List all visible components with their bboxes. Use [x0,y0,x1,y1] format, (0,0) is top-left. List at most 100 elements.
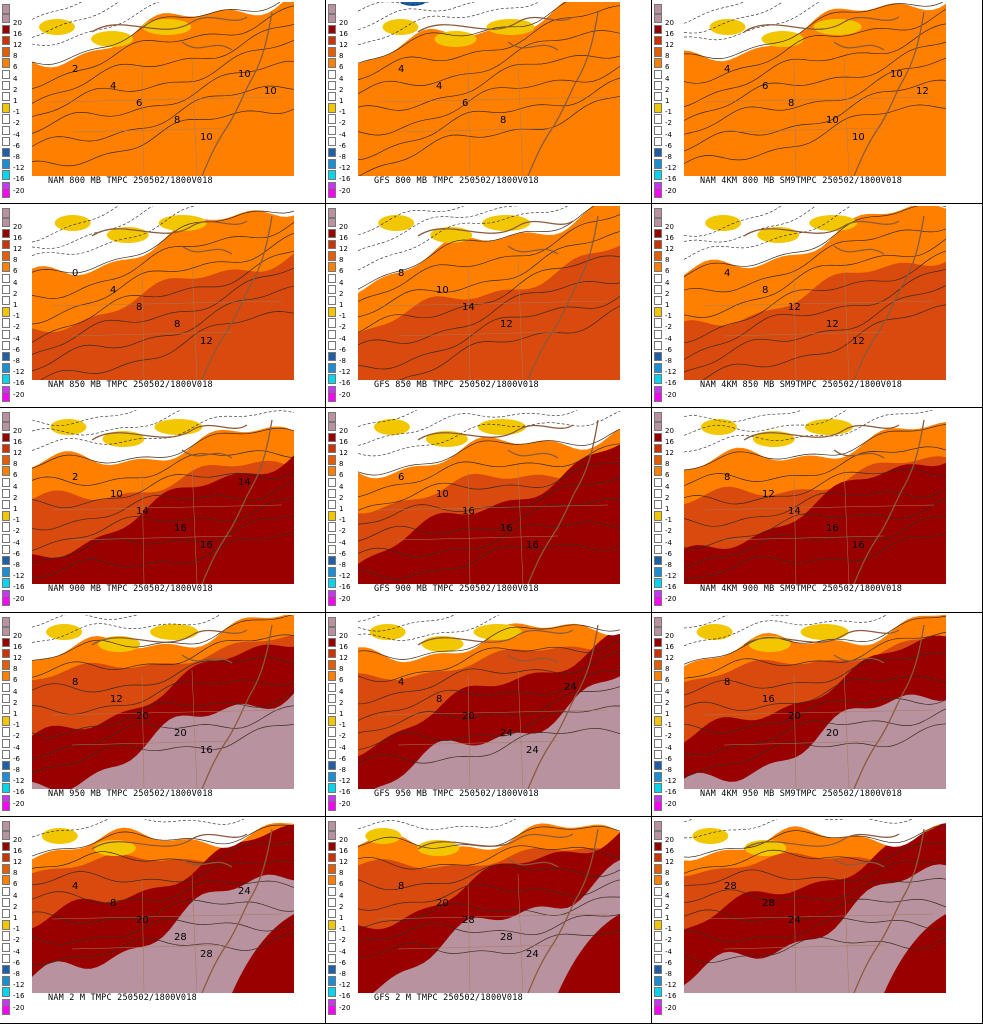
forecast-panel-8[interactable]: 20 16 12 8 6 4 2 1 -1 -2 -4 -6 -8 -12 -16 -20 6 10 16 16 16… [326,408,652,613]
state-borders [51,56,283,176]
forecast-panel-15[interactable]: 20 16 12 8 6 4 2 1 -1 -2 -4 -6 -8 -12 -16 -20 28 28 24 [652,817,983,1024]
temperature-map[interactable]: 6 10 16 16 16 [358,410,620,584]
temperature-map[interactable]: 8 10 14 12 [358,206,620,380]
forecast-panel-4[interactable]: 20 16 12 8 6 4 2 1 -1 -2 -4 -6 -8 -12 -16 -20 0 4 8 8 12 NA… [0,204,326,408]
temperature-band-yellow [382,19,419,35]
forecast-panel-6[interactable]: 20 16 12 8 6 4 2 1 -1 -2 -4 -6 -8 -12 -16 -20 4 8 12 12 12 … [652,204,983,408]
legend-swatch [654,555,662,566]
legend-swatch [2,455,10,465]
legend-swatch [2,295,10,306]
isotherm-line [684,2,944,59]
legend-swatch [2,648,10,659]
legend-swatch [328,908,336,919]
temperature-band-yellow [804,419,853,435]
legend-tick-label: -2 [13,119,20,128]
legend-swatch [654,544,662,555]
legend-tick-label: 1 [339,96,344,105]
isotherm-line [684,8,946,84]
legend-tick-label: -16 [339,992,351,1001]
forecast-panel-9[interactable]: 20 16 12 8 6 4 2 1 -1 -2 -4 -6 -8 -12 -16 -20 8 12 14 16 16… [652,408,983,613]
panel-caption: GFS 2 M TMPC 250502/1800V018 [374,993,523,1003]
isotherm-line [684,898,946,922]
legend-swatch [2,821,10,831]
legend-tick-label: -6 [13,958,20,967]
temperature-band-yellow [54,215,91,231]
isotherm-line [32,859,294,886]
legend-tick-label: -6 [339,754,346,763]
forecast-panel-2[interactable]: 20 16 12 8 6 4 2 1 -1 -2 -4 -6 -8 -12 -16 -20 4 4 6 8 GFS … [326,0,652,204]
legend-tick-label: 12 [13,448,22,457]
legend-swatch [328,136,336,147]
legend-tick-label: 2 [339,493,344,502]
legend-tick-label: 4 [13,687,18,696]
isotherm-label: 10 [826,115,839,126]
isotherm-line [358,651,620,705]
temperature-map[interactable]: 4 8 12 12 12 [684,206,946,380]
forecast-panel-10[interactable]: 20 16 12 8 6 4 2 1 -1 -2 -4 -6 -8 -12 -16 -20 8 12 20 20 16… [0,613,326,817]
legend-swatch [654,91,662,102]
legend-swatch [654,24,662,35]
temperature-map[interactable]: 2 4 6 8 10 10 10 [32,2,294,176]
isotherm-line [358,669,620,721]
temperature-map[interactable]: 28 28 24 [684,819,946,993]
forecast-panel-5[interactable]: 20 16 12 8 6 4 2 1 -1 -2 -4 -6 -8 -12 -16 -20 8 10 14 12 G… [326,204,652,408]
legend-swatch [2,329,10,339]
legend-swatch [2,443,10,454]
forecast-panel-12[interactable]: 20 16 12 8 6 4 2 1 -1 -2 -4 -6 -8 -12 -16 -20 8 16 20 20 N… [652,613,983,817]
temperature-band-yellow [477,419,526,435]
isotherm-dashed-line [32,615,221,643]
legend-tick-label: 2 [339,289,344,298]
legend-swatch [2,318,10,328]
legend-swatch [2,544,10,555]
temperature-map[interactable]: 4 4 6 8 [358,2,620,176]
legend-swatch [328,864,336,874]
legend-swatch [2,704,10,715]
temperature-map[interactable]: 0 4 8 8 12 [32,206,294,380]
forecast-panel-11[interactable]: 20 16 12 8 6 4 2 1 -1 -2 -4 -6 -8 -12 -16 -20 4 8 20 24 24 2… [326,613,652,817]
east-coast-outline [527,419,599,584]
isotherm-dashed-line [684,615,887,646]
forecast-panel-14[interactable]: 20 16 12 8 6 4 2 1 -1 -2 -4 -6 -8 -12 -16 -20 8 20 28 28 24… [326,817,652,1024]
legend-swatch [2,412,10,422]
east-coast-outline [201,419,273,584]
isotherm-label: 0 [72,268,78,279]
legend-swatch [2,841,10,852]
legend-tick-label: -2 [665,527,672,536]
forecast-panel-13[interactable]: 20 16 12 8 6 4 2 1 -1 -2 -4 -6 -8 -12 -16 -20 4 8 20 28 28 2… [0,817,326,1024]
state-borders [51,464,283,584]
temperature-band-white [32,819,294,860]
isotherm-label: 20 [136,711,149,722]
legend-tick-label: -6 [665,345,672,354]
isotherm-label: 4 [110,81,116,92]
temperature-map[interactable]: 8 12 20 20 16 [32,615,294,789]
isotherm-line [32,221,294,299]
legend-swatch [2,908,10,919]
legend-tick-label: -12 [13,981,25,990]
isotherm-label: 28 [724,881,737,892]
legend-tick-label: 16 [339,846,348,855]
legend-tick-label: -16 [13,379,25,388]
temperature-map[interactable]: 4 8 20 24 24 24 [358,615,620,789]
forecast-panel-3[interactable]: 20 16 12 8 6 4 2 1 -1 -2 -4 -6 -8 -12 -16 -20 4 6 8 10 10 10… [652,0,983,204]
isotherm-label: 4 [398,64,404,75]
legend-swatch [328,35,336,46]
legend-swatch [2,80,10,91]
temperature-map[interactable]: 8 12 14 16 16 [684,410,946,584]
legend-swatch [654,637,662,648]
forecast-panel-1[interactable]: 20 16 12 8 6 4 2 1 -1 -2 -4 -6 -8 -12 -16 -20 2 4 6 8 10 10 1… [0,0,326,204]
legend-swatch [328,953,336,964]
temperature-map[interactable]: 4 6 8 10 10 10 12 [684,2,946,176]
temperature-map[interactable]: 8 16 20 20 [684,615,946,789]
legend-swatch [2,749,10,760]
legend-swatch [2,363,10,373]
forecast-panel-7[interactable]: 20 16 12 8 6 4 2 1 -1 -2 -4 -6 -8 -12 -16 -20 2 10 14 16 16… [0,408,326,613]
legend-swatch [654,432,662,443]
isotherm-line [32,918,294,945]
temperature-map[interactable]: 8 20 28 28 24 [358,819,620,993]
isotherm-line [358,214,620,302]
temperature-map[interactable]: 4 8 20 28 28 24 [32,819,294,993]
temperature-band-yellow [800,624,849,640]
isotherm-line [32,23,294,104]
legend-tick-label: 8 [665,460,670,469]
temperature-map[interactable]: 2 10 14 16 16 14 [32,410,294,584]
